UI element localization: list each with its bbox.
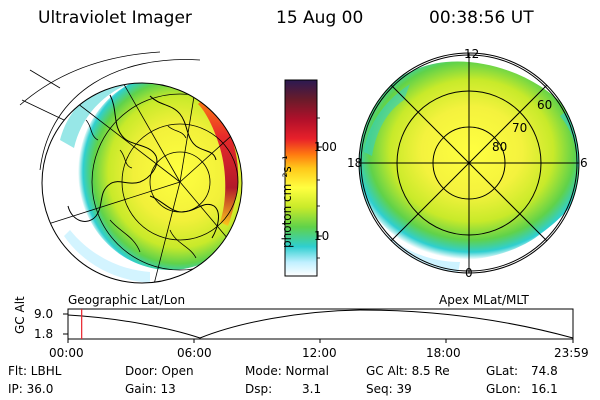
glat-label: GLat: — [486, 364, 519, 378]
glat-value: 74.8 — [531, 364, 558, 378]
dsp-value: 3.1 — [302, 382, 322, 396]
geographic-caption: Geographic Lat/Lon — [68, 293, 186, 307]
observation-date: 15 Aug 00 — [276, 8, 364, 28]
observation-time: 00:38:56 UT — [429, 8, 534, 28]
colorbar-unit-label: photon cm⁻²s⁻¹ — [280, 155, 294, 248]
mlt-label-6: 6 — [580, 156, 588, 170]
altitude-ytick-9: 9.0 — [34, 307, 54, 321]
mlat-label-70: 70 — [512, 121, 528, 135]
mlt-label-18: 18 — [347, 156, 363, 170]
altitude-xtick-2359: 23:59 — [554, 346, 589, 360]
geographic-map-border — [41, 82, 243, 284]
mlat-label-80: 80 — [492, 140, 508, 154]
mode-info: Mode: Normal — [245, 364, 329, 378]
colorbar — [284, 79, 322, 277]
instrument-title: Ultraviolet Imager — [38, 8, 192, 28]
apex-mlt-map — [358, 52, 580, 274]
altitude-ytick-1-8: 1.8 — [34, 327, 54, 341]
door-info: Door: Open — [125, 364, 194, 378]
altitude-xtick-0000: 00:00 — [49, 346, 84, 360]
ip-info: IP: 36.0 — [8, 382, 54, 396]
altitude-plot — [63, 308, 574, 343]
gc-alt-info: GC Alt: 8.5 Re — [366, 364, 450, 378]
colorbar-label-100: 100 — [314, 140, 337, 154]
coastline — [67, 94, 158, 222]
glon-value: 16.1 — [531, 382, 558, 396]
filter-info: Flt: LBHL — [8, 364, 62, 378]
mlat-label-60: 60 — [537, 98, 553, 112]
colorbar-scale — [284, 79, 318, 277]
altitude-ylabel: GC Alt — [13, 296, 27, 334]
glon-label: GLon: — [486, 382, 521, 396]
dsp-label: Dsp: — [245, 382, 273, 396]
altitude-xtick-0600: 06:00 — [177, 346, 212, 360]
seq-info: Seq: 39 — [366, 382, 412, 396]
geographic-map — [19, 51, 243, 284]
colorbar-label-10: 10 — [314, 229, 330, 243]
mlt-label-0: 0 — [465, 266, 473, 280]
gain-info: Gain: 13 — [125, 382, 176, 396]
altitude-curve — [67, 309, 574, 339]
altitude-xtick-1800: 18:00 — [426, 346, 461, 360]
apex-caption: Apex MLat/MLT — [439, 293, 529, 307]
altitude-xtick-1200: 12:00 — [302, 346, 337, 360]
mlt-label-12: 12 — [464, 47, 480, 61]
